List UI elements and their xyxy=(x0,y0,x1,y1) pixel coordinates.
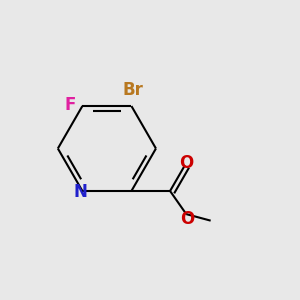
Text: O: O xyxy=(180,210,195,228)
Text: F: F xyxy=(64,96,76,114)
Text: O: O xyxy=(179,154,194,172)
Text: N: N xyxy=(73,184,87,202)
Text: Br: Br xyxy=(122,81,143,99)
